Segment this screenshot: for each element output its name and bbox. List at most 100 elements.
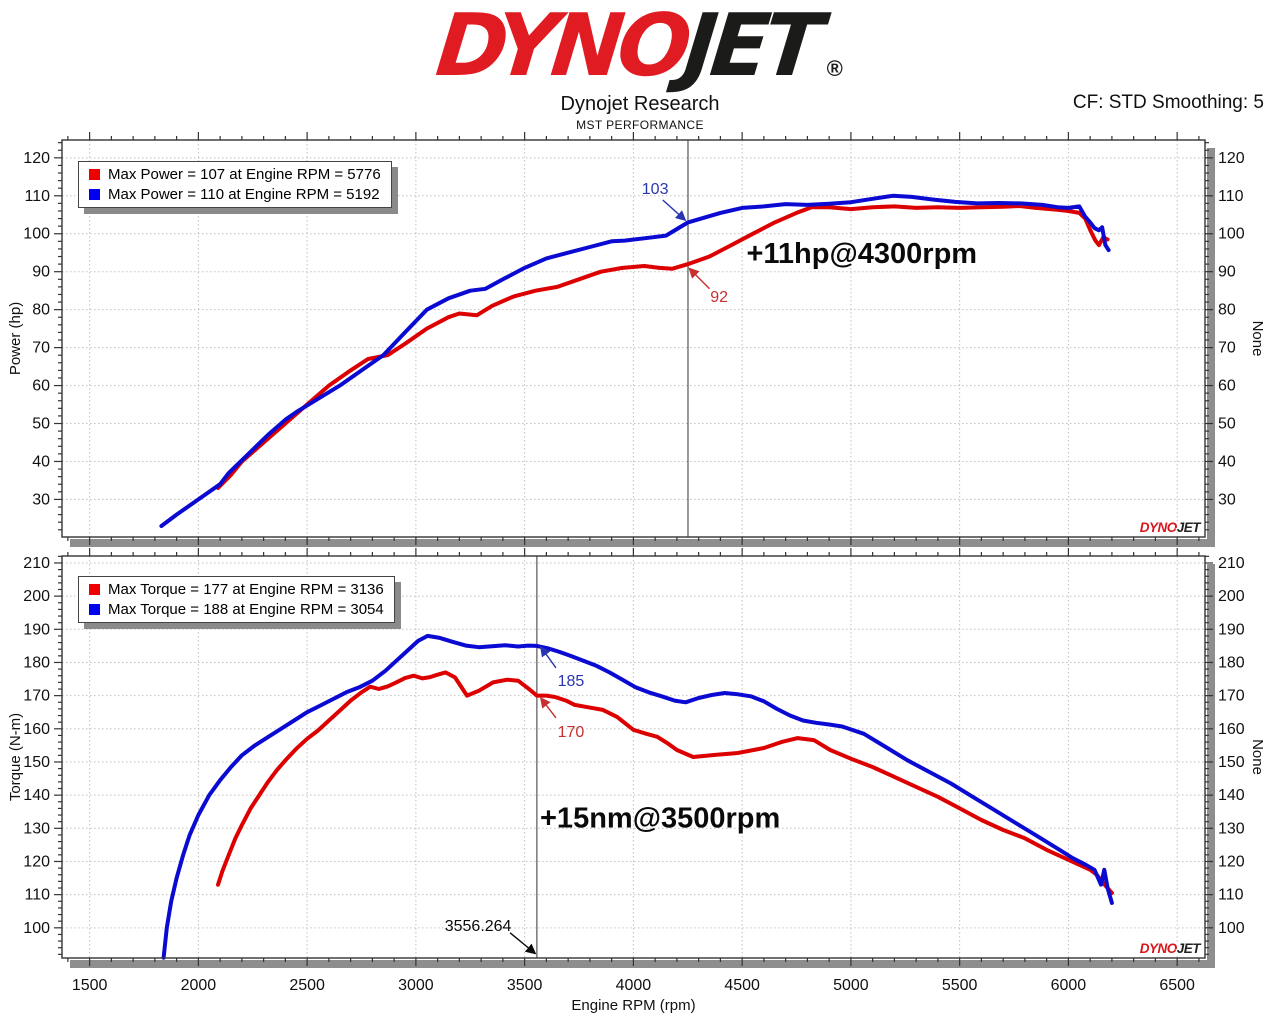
y-tick-label: 180	[23, 654, 50, 671]
y-tick-label: 140	[23, 787, 50, 804]
y-tick-label: 80	[1218, 302, 1236, 319]
y-tick-label: 40	[32, 453, 50, 470]
x-tick-label: 3000	[398, 977, 434, 994]
torque-chart: 100 100 110 110 120 120 130 130 140 140 150 150 160 1…	[7, 548, 1266, 968]
x-tick-label: 3500	[507, 977, 543, 994]
dynojet-logo: DYNOJET ®	[0, 0, 1280, 96]
y-tick-label: 50	[32, 416, 50, 433]
x-tick-label: 1500	[72, 977, 108, 994]
x-axis-title: Engine RPM (rpm)	[571, 997, 695, 1014]
legend-item-torque-blue: Max Torque = 188 at Engine RPM = 3054	[89, 599, 384, 619]
y-tick-label: 70	[32, 340, 50, 357]
dynojet-watermark: DYNOJET	[1140, 941, 1203, 956]
annotation-arrow	[509, 932, 537, 955]
cf-smoothing-label: CF: STD Smoothing: 5	[1072, 92, 1264, 113]
legend-label: Max Power = 110 at Engine RPM = 5192	[108, 185, 380, 203]
delta-callout-label: +11hp@4300rpm	[746, 238, 977, 270]
y-tick-label: 210	[23, 555, 50, 572]
y-tick-label: 190	[1218, 621, 1245, 638]
blue-power-curve	[159, 193, 1111, 528]
blue-torque-curve	[161, 633, 1114, 960]
right-axis-title: None	[1249, 321, 1266, 357]
y-tick-label: 140	[1218, 787, 1245, 804]
y-tick-label: 100	[1218, 920, 1245, 937]
annotation-label: 170	[558, 724, 585, 741]
y-tick-label: 120	[1218, 150, 1245, 167]
y-tick-label: 100	[23, 920, 50, 937]
y-tick-label: 60	[1218, 378, 1236, 395]
annotation-label: 185	[558, 673, 585, 690]
y-tick-label: 120	[23, 853, 50, 870]
y-axis-title: Torque (N-m)	[7, 713, 24, 801]
y-tick-label: 110	[1218, 887, 1244, 904]
y-tick-label: 200	[1218, 588, 1245, 605]
y-tick-label: 70	[1218, 340, 1236, 357]
y-tick-label: 100	[23, 226, 50, 243]
y-tick-label: 190	[23, 621, 50, 638]
legend-label: Max Power = 107 at Engine RPM = 5776	[108, 165, 381, 183]
blue-series-swatch	[89, 188, 100, 200]
legend-label: Max Torque = 188 at Engine RPM = 3054	[108, 600, 384, 618]
y-axis-title: Power (hp)	[7, 302, 24, 375]
blue-series-swatch	[89, 603, 100, 615]
legend-item-power-red: Max Power = 107 at Engine RPM = 5776	[89, 164, 381, 184]
x-tick-label: 5500	[942, 977, 978, 994]
y-tick-label: 110	[1218, 188, 1244, 205]
y-tick-label: 50	[1218, 416, 1236, 433]
annotation-arrow	[662, 199, 687, 222]
y-tick-label: 150	[23, 754, 50, 771]
legend-item-power-blue: Max Power = 110 at Engine RPM = 5192	[89, 184, 381, 204]
dynojet-watermark: DYNOJET	[1140, 520, 1203, 535]
red-series-swatch	[89, 168, 100, 180]
y-tick-label: 80	[32, 302, 50, 319]
y-tick-label: 30	[1218, 491, 1236, 508]
y-tick-label: 30	[32, 491, 50, 508]
delta-callout-label: +15nm@3500rpm	[540, 803, 780, 835]
legend-label: Max Torque = 177 at Engine RPM = 3136	[108, 580, 384, 598]
y-tick-label: 130	[23, 820, 50, 837]
torque-legend: Max Torque = 177 at Engine RPM = 3136 Ma…	[78, 576, 395, 623]
y-tick-label: 120	[23, 150, 50, 167]
y-tick-label: 130	[1218, 820, 1245, 837]
annotation-arrow	[688, 267, 711, 290]
y-tick-label: 210	[1218, 555, 1245, 572]
x-tick-label: 2500	[289, 977, 325, 994]
x-tick-label: 6500	[1159, 977, 1195, 994]
plot-shadow	[70, 960, 1215, 968]
y-tick-label: 40	[1218, 453, 1236, 470]
red-series-swatch	[89, 583, 100, 595]
y-tick-label: 110	[24, 188, 50, 205]
y-tick-label: 90	[32, 264, 50, 281]
report-title: Dynojet Research	[560, 93, 720, 115]
right-axis-title: None	[1249, 739, 1266, 775]
y-tick-label: 100	[1218, 226, 1245, 243]
report-subtitle: MST PERFORMANCE	[576, 118, 704, 132]
plot-border	[61, 139, 1206, 538]
y-tick-label: 160	[1218, 721, 1245, 738]
x-tick-label: 2000	[181, 977, 217, 994]
y-tick-label: 150	[1218, 754, 1245, 771]
y-tick-label: 110	[24, 887, 50, 904]
y-tick-label: 120	[1218, 853, 1245, 870]
plot-shadow	[70, 539, 1215, 547]
x-tick-label: 6000	[1051, 977, 1087, 994]
y-tick-label: 170	[23, 688, 50, 705]
legend-item-torque-red: Max Torque = 177 at Engine RPM = 3136	[89, 579, 384, 599]
plot-border	[61, 555, 1206, 959]
y-tick-label: 170	[1218, 688, 1245, 705]
annotation-label: 3556.264	[445, 918, 512, 935]
annotation-arrow	[539, 697, 557, 719]
y-tick-label: 90	[1218, 264, 1236, 281]
x-tick-label: 5000	[833, 977, 869, 994]
power-chart: 30 30 40 40 50 50 60 60 70 70 80 80 90 90 100 100 110 110…	[7, 132, 1266, 547]
y-tick-label: 160	[23, 721, 50, 738]
x-tick-label: 4500	[724, 977, 760, 994]
y-tick-label: 60	[32, 378, 50, 395]
annotation-arrow	[540, 645, 557, 669]
annotation-label: 92	[710, 289, 728, 306]
power-legend: Max Power = 107 at Engine RPM = 5776 Max…	[78, 161, 392, 208]
y-tick-label: 180	[1218, 654, 1245, 671]
x-tick-label: 4000	[616, 977, 652, 994]
registered-trademark-symbol: ®	[826, 56, 843, 81]
